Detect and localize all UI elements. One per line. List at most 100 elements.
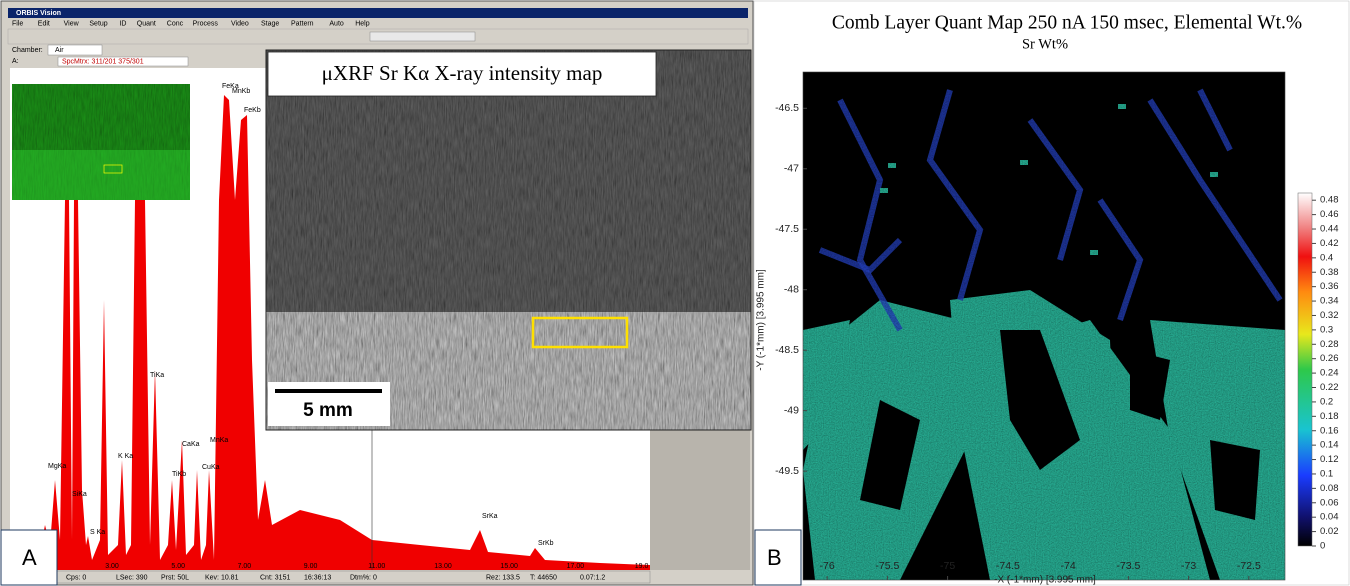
x-tick-label: -73 <box>1181 560 1196 572</box>
peak-label: K Ka <box>118 453 133 460</box>
colorbar-tick-label: 0.44 <box>1320 224 1339 235</box>
x-tick-label: 3.00 <box>105 563 119 570</box>
colorbar-tick-label: 0.26 <box>1320 353 1339 364</box>
y-axis-label: -Y (-1*mm) [3.995 mm] <box>756 269 767 371</box>
menu-item[interactable]: Help <box>355 20 370 27</box>
menu-item[interactable]: Video <box>231 20 249 27</box>
y-tick-label: -47.5 <box>775 223 799 235</box>
peak-label: MgKa <box>48 463 66 470</box>
menu-item[interactable]: ID <box>119 20 126 27</box>
chart-subtitle: Sr Wt% <box>1022 36 1068 52</box>
status-field: Cnt: 3151 <box>260 574 290 581</box>
peak-label: FeKa <box>222 83 239 90</box>
thumbnail-roi <box>103 164 123 174</box>
menu-item[interactable]: Process <box>193 20 219 27</box>
title-bar <box>8 8 748 18</box>
colorbar-tick-label: 0.1 <box>1320 468 1333 479</box>
spectrum-label: A: <box>12 58 19 65</box>
x-tick-label: 11.00 <box>368 563 385 570</box>
x-tick-label: 13.00 <box>434 563 452 570</box>
panel-label: B <box>767 545 782 570</box>
window-title: ORBIS Vision <box>16 10 61 17</box>
thumbnail-band <box>12 150 190 200</box>
inset-title: μXRF Sr Kα X-ray intensity map <box>322 61 603 85</box>
menu-item[interactable]: Setup <box>89 20 107 27</box>
panel-label: A <box>22 545 37 570</box>
colorbar-tick-label: 0.14 <box>1320 440 1339 451</box>
colorbar-tick-label: 0.22 <box>1320 382 1339 393</box>
chart-title: Comb Layer Quant Map 250 nA 150 msec, El… <box>832 12 1302 33</box>
colorbar-tick-label: 0.04 <box>1320 512 1339 523</box>
colorbar-tick-label: 0.06 <box>1320 497 1339 508</box>
menu-item[interactable]: Auto <box>329 20 344 27</box>
colorbar-tick-label: 0.48 <box>1320 195 1339 206</box>
x-tick-label: 15.00 <box>500 563 518 570</box>
colorbar-tick-label: 0.4 <box>1320 252 1333 263</box>
peak-label: MnKa <box>210 437 228 444</box>
chamber-value: Air <box>55 47 64 54</box>
y-tick-label: -49.5 <box>775 465 799 477</box>
menu-item[interactable]: File <box>12 20 23 27</box>
colorbar-ticks: 0 0.02 0.04 0.06 0.08 0.1 0.12 0.14 0.16 0.18 0.2 0… <box>1312 195 1339 552</box>
y-tick-label: -49 <box>784 404 799 416</box>
colorbar-tick-label: 0.12 <box>1320 454 1339 465</box>
colorbar-tick-label: 0.2 <box>1320 396 1333 407</box>
peak-label: MnKb <box>232 88 250 95</box>
inset-map <box>266 50 751 430</box>
inset-frame <box>265 49 752 431</box>
status-field: Rez: 133.5 <box>486 574 520 581</box>
x-tick-label: 9.00 <box>304 563 318 570</box>
status-field: 0.07:1.2 <box>580 574 605 581</box>
colorbar-tick-label: 0.24 <box>1320 368 1339 379</box>
spectrum-name: SpcMtrx: 311/201 375/301 <box>62 58 144 65</box>
peak-labels: MgKa SiKa S Ka TiKa K Ka TiKb CaKa CuKa MnKa FeKa… <box>48 83 554 547</box>
thumbnail-texture <box>12 84 190 200</box>
colorbar-tick-label: 0.08 <box>1320 483 1339 494</box>
menu-item[interactable]: Pattern <box>291 20 314 27</box>
menu-item[interactable]: Quant <box>137 20 156 27</box>
menu-item[interactable]: Conc <box>167 20 184 27</box>
status-field: Cps: 0 <box>66 574 86 581</box>
status-field: Kev: 10.81 <box>205 574 239 581</box>
x-tick-label: 17.00 <box>567 563 585 570</box>
axes: -76 -75.5 -75 -74.5 -74 -73.5 -73 -72.5 -46.5 -47… <box>775 102 1261 580</box>
colorbar-tick-label: 0.3 <box>1320 324 1333 335</box>
menu-item[interactable]: Edit <box>38 20 50 27</box>
menu-item[interactable]: Stage <box>261 20 279 27</box>
heatmap-texture <box>803 72 1285 580</box>
chamber-select[interactable] <box>47 44 103 56</box>
status-field: 16:36:13 <box>304 574 331 581</box>
peak-label: TiKa <box>150 372 164 379</box>
colorbar-tick-label: 0.28 <box>1320 339 1339 350</box>
chamber-label: Chamber: <box>12 47 43 54</box>
status-field: T: 44650 <box>530 574 557 581</box>
panel-label-box <box>754 529 802 586</box>
colorbar-tick-label: 0.18 <box>1320 411 1339 422</box>
x-tick-label: 19.0 <box>635 563 649 570</box>
x-tick-label: 5.00 <box>171 563 185 570</box>
peak-label: SiKa <box>72 491 87 498</box>
heatmap <box>803 72 1285 580</box>
colorbar-tick-label: 0.34 <box>1320 296 1339 307</box>
colorbar-tick-label: 0.32 <box>1320 310 1339 321</box>
colorbar-tick-label: 0.36 <box>1320 281 1339 292</box>
y-tick-label: -48.5 <box>775 344 799 356</box>
colorbar-tick-label: 0.42 <box>1320 238 1339 249</box>
menu-item[interactable]: View <box>64 20 80 27</box>
peak-label: S Ka <box>90 529 105 536</box>
inset-texture <box>266 50 751 430</box>
peak-label: CuKa <box>202 464 220 471</box>
y-tick-label: -48 <box>784 283 799 295</box>
x-tick-label: -74.5 <box>996 560 1020 572</box>
colorbar-tick-label: 0.16 <box>1320 425 1339 436</box>
scale-bar-label: 5 mm <box>303 400 353 421</box>
status-field: LSec: 390 <box>116 574 148 581</box>
inset-roi <box>531 316 629 349</box>
colorbar <box>1297 192 1313 547</box>
x-tick-label: -72.5 <box>1237 560 1261 572</box>
peak-label: FeKb <box>244 107 261 114</box>
y-tick-label: -47 <box>784 163 799 175</box>
panel-label-box <box>0 529 58 586</box>
plot-frame <box>802 71 1286 581</box>
colorbar-tick-label: 0.38 <box>1320 267 1339 278</box>
